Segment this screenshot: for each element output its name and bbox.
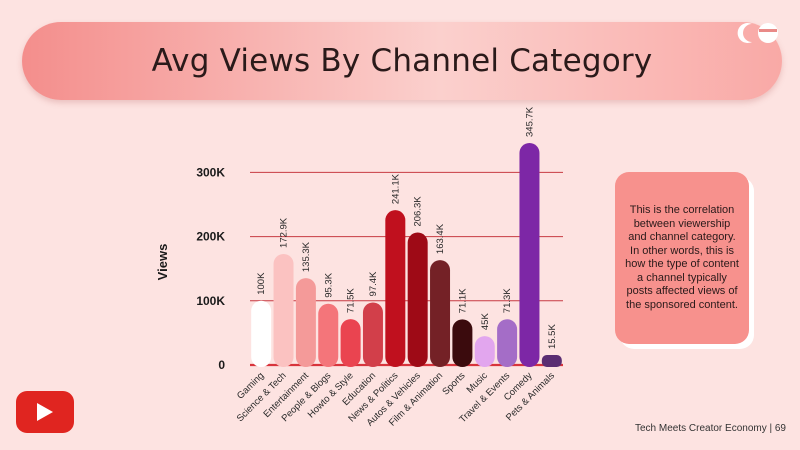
note-box: This is the correlation between viewersh… [615,172,749,344]
bar [251,300,272,367]
y-tick-label: 300K [196,165,225,179]
note-text: This is the correlation between viewersh… [625,204,739,311]
y-tick-label: 200K [196,230,225,244]
data-label: 241.1K [390,173,401,204]
data-label: 345.7K [524,106,535,137]
bar [362,302,383,367]
data-label: 172.9K [279,217,290,248]
bar [295,278,316,367]
page-title: Avg Views By Channel Category [151,43,653,79]
bar [430,260,451,367]
y-axis: 0 100K 200K 300K [196,165,225,372]
data-label: 100K [256,272,267,295]
bars [251,143,562,367]
bar [541,355,562,367]
data-label: 71.1K [457,288,468,313]
y-tick-label: 0 [218,358,225,372]
data-label: 163.4K [435,223,446,254]
data-label: 97.4K [368,271,379,296]
bar [474,336,495,367]
bar [273,253,294,367]
y-tick-label: 100K [196,294,225,308]
brand-logo-icon [737,23,778,43]
data-labels: 100K 172.9K 135.3K 95.3K 71.5K 97.4K 241.1K 206… [256,106,558,349]
x-tick-label: Sports [440,370,467,397]
footer-text: Tech Meets Creator Economy | 69 [635,423,786,434]
data-label: 45K [480,313,491,331]
data-label: 206.3K [413,196,424,227]
bar [452,319,473,367]
youtube-button[interactable] [16,391,74,433]
bar [318,303,339,367]
bar [497,319,518,367]
data-label: 71.3K [502,288,513,313]
youtube-play-icon [37,403,53,421]
bar [340,319,361,367]
data-label: 95.3K [323,272,334,297]
data-label: 71.5K [346,288,357,313]
bar [407,232,428,367]
bar [519,143,540,367]
y-axis-label: Views [155,244,170,281]
bar [385,210,406,367]
data-label: 15.5K [547,324,558,349]
data-label: 135.3K [301,241,312,272]
title-banner: Avg Views By Channel Category [22,22,782,100]
